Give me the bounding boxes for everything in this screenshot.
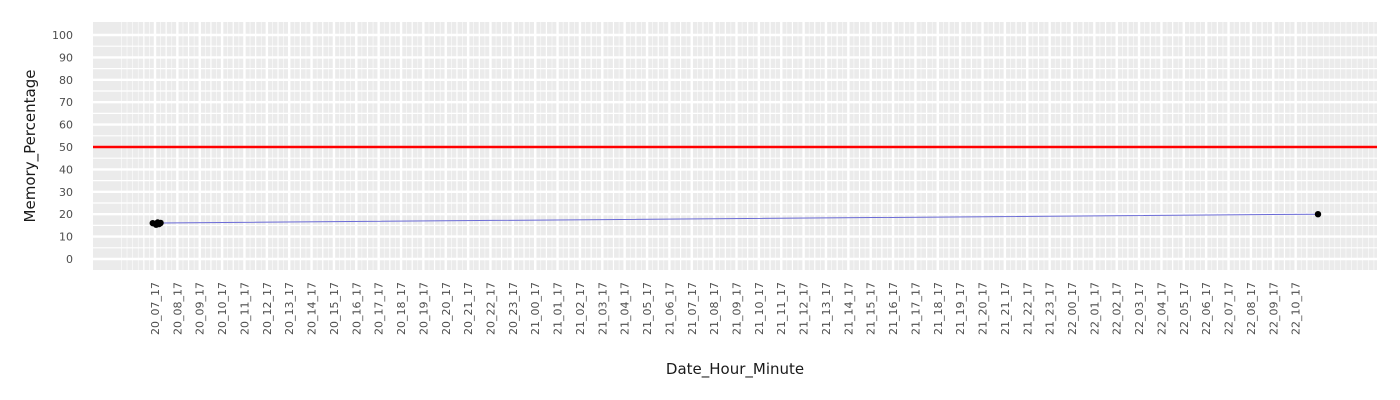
x-tick-label: 20_21_17 <box>462 282 475 335</box>
x-tick-label: 21_15_17 <box>865 282 878 335</box>
x-tick-label: 22_07_17 <box>1223 282 1236 335</box>
x-tick-label: 22_09_17 <box>1267 282 1280 335</box>
x-tick-label: 20_22_17 <box>484 282 497 335</box>
x-tick-label: 20_17_17 <box>373 282 386 335</box>
x-tick-label: 20_13_17 <box>283 282 296 335</box>
x-tick-label: 21_17_17 <box>909 282 922 335</box>
x-tick-label: 21_14_17 <box>842 282 855 335</box>
x-tick-label: 20_14_17 <box>306 282 319 335</box>
y-tick-label: 50 <box>59 141 73 154</box>
x-tick-label: 20_10_17 <box>216 282 229 335</box>
x-tick-label: 20_18_17 <box>395 282 408 335</box>
x-tick-label: 21_09_17 <box>731 282 744 335</box>
x-tick-label: 21_01_17 <box>552 282 565 335</box>
x-tick-label: 21_19_17 <box>954 282 967 335</box>
x-tick-label: 22_04_17 <box>1155 282 1168 335</box>
x-tick-label: 22_10_17 <box>1290 282 1303 335</box>
x-tick-label: 21_02_17 <box>574 282 587 335</box>
x-tick-label: 22_02_17 <box>1111 282 1124 335</box>
y-tick-label: 30 <box>59 186 73 199</box>
y-tick-label: 20 <box>59 208 73 221</box>
y-tick-label: 80 <box>59 74 73 87</box>
x-tick-label: 22_08_17 <box>1245 282 1258 335</box>
x-tick-label: 22_00_17 <box>1066 282 1079 335</box>
y-tick-label: 40 <box>59 163 73 176</box>
x-tick-label: 21_05_17 <box>641 282 654 335</box>
x-tick-label: 21_07_17 <box>686 282 699 335</box>
x-tick-label: 21_11_17 <box>775 282 788 335</box>
x-tick-label: 21_03_17 <box>596 282 609 335</box>
x-tick-label: 20_23_17 <box>507 282 520 335</box>
x-tick-label: 21_13_17 <box>820 282 833 335</box>
x-tick-label: 21_23_17 <box>1044 282 1057 335</box>
y-axis-title: Memory_Percentage <box>21 70 40 223</box>
x-tick-label: 21_06_17 <box>663 282 676 335</box>
x-tick-label: 20_15_17 <box>328 282 341 335</box>
y-tick-label: 60 <box>59 119 73 132</box>
x-tick-label: 21_21_17 <box>999 282 1012 335</box>
x-tick-label: 21_20_17 <box>977 282 990 335</box>
x-tick-label: 22_01_17 <box>1088 282 1101 335</box>
x-tick-label: 21_12_17 <box>798 282 811 335</box>
x-tick-label: 21_16_17 <box>887 282 900 335</box>
x-tick-label: 20_07_17 <box>149 282 162 335</box>
x-tick-label: 21_00_17 <box>529 282 542 335</box>
x-tick-label: 20_09_17 <box>194 282 207 335</box>
x-tick-label: 21_10_17 <box>753 282 766 335</box>
y-tick-label: 90 <box>59 51 73 64</box>
x-tick-label: 22_03_17 <box>1133 282 1146 335</box>
y-tick-label: 0 <box>66 253 73 266</box>
x-tick-label: 22_05_17 <box>1178 282 1191 335</box>
x-tick-label: 21_04_17 <box>619 282 632 335</box>
x-tick-label: 22_06_17 <box>1200 282 1213 335</box>
x-tick-label: 20_19_17 <box>417 282 430 335</box>
y-tick-label: 10 <box>59 231 73 244</box>
y-tick-label: 100 <box>52 29 73 42</box>
data-point <box>1314 211 1322 218</box>
y-tick-label: 70 <box>59 96 73 109</box>
x-tick-label: 21_22_17 <box>1021 282 1034 335</box>
data-point <box>157 219 164 227</box>
x-tick-label: 20_11_17 <box>238 282 251 335</box>
x-axis-title: Date_Hour_Minute <box>666 360 804 379</box>
x-tick-label: 20_08_17 <box>171 282 184 335</box>
x-tick-label: 21_08_17 <box>708 282 721 335</box>
x-tick-label: 20_20_17 <box>440 282 453 335</box>
x-tick-label: 20_16_17 <box>350 282 363 335</box>
x-tick-label: 20_12_17 <box>261 282 274 335</box>
x-tick-label: 21_18_17 <box>932 282 945 335</box>
